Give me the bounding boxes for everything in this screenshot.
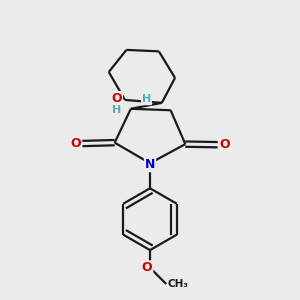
Text: O: O	[111, 92, 122, 105]
Text: N: N	[145, 158, 155, 171]
Text: CH₃: CH₃	[168, 279, 189, 289]
Text: H: H	[142, 94, 151, 104]
Text: O: O	[70, 137, 81, 150]
Text: O: O	[142, 261, 152, 274]
Text: O: O	[219, 138, 230, 151]
Text: H: H	[112, 105, 121, 115]
